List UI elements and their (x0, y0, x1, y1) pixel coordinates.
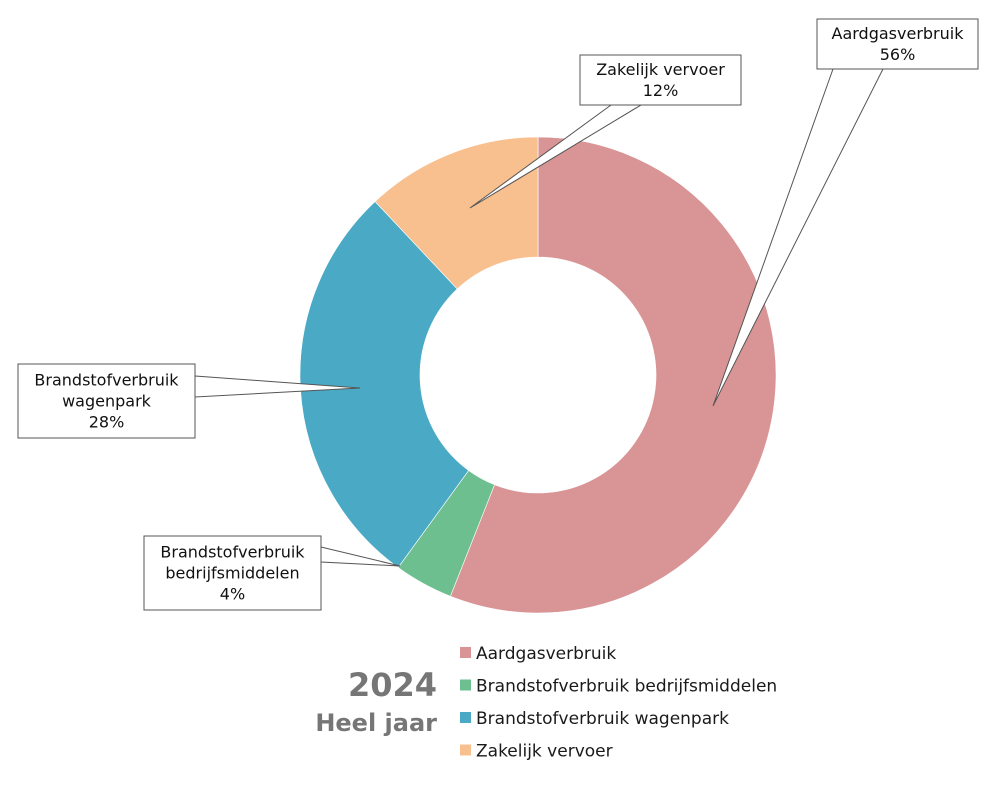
callout-label: 4% (220, 585, 245, 604)
legend-swatch (460, 744, 471, 756)
slice-brandstofverbruik-wagenpark (299, 201, 470, 568)
legend-item-brandstofverbruik-bedrijfsmiddelen: Brandstofverbruik bedrijfsmiddelen (460, 677, 777, 697)
legend-item-zakelijk-vervoer: Zakelijk vervoer (460, 742, 613, 762)
callout-label: Aardgasverbruik (832, 24, 965, 43)
chart-titles: 2024 Heel jaar (315, 666, 437, 737)
legend-label: Zakelijk vervoer (476, 742, 613, 762)
callout-label: bedrijfsmiddelen (165, 564, 299, 583)
legend-label: Aardgasverbruik (476, 644, 616, 664)
callout-aardgasverbruik: Aardgasverbruik 56% (712, 18, 979, 407)
legend-item-brandstofverbruik-wagenpark: Brandstofverbruik wagenpark (460, 709, 729, 729)
callout-label: Brandstofverbruik (160, 543, 305, 562)
callout-box (579, 54, 742, 106)
callouts: Aardgasverbruik 56% Brandstofverbruik bedri… (17, 18, 979, 611)
callout-box (816, 18, 979, 70)
callout-label: Zakelijk vervoer (596, 60, 725, 79)
callout-box (143, 535, 322, 611)
callout-label: 56% (880, 45, 916, 64)
callout-box (17, 363, 196, 439)
callout-label: 28% (89, 413, 125, 432)
chart-subtitle: Heel jaar (315, 709, 437, 737)
callout-zakelijk-vervoer: Zakelijk vervoer 12% (469, 54, 742, 209)
callout-label: 12% (643, 81, 679, 100)
callout-label: wagenpark (62, 392, 152, 411)
donut-slices (299, 136, 777, 614)
slice-zakelijk-vervoer (374, 136, 539, 290)
legend-label: Brandstofverbruik bedrijfsmiddelen (476, 677, 777, 697)
callout-pointer (712, 68, 884, 407)
legend-swatch (460, 647, 471, 658)
slice-aardgasverbruik (449, 136, 777, 614)
legend: Aardgasverbruik Brandstofverbruik bedrijf… (460, 644, 777, 762)
legend-item-aardgasverbruik: Aardgasverbruik (460, 644, 616, 664)
legend-swatch (460, 679, 471, 691)
callout-label: Brandstofverbruik (34, 371, 179, 390)
legend-swatch (460, 712, 471, 723)
callout-brandstofverbruik-wagenpark: Brandstofverbruik wagenpark 28% (17, 363, 361, 439)
callout-brandstofverbruik-bedrijfsmiddelen: Brandstofverbruik bedrijfsmiddelen 4% (143, 535, 401, 611)
legend-label: Brandstofverbruik wagenpark (476, 709, 729, 729)
chart-title: 2024 (348, 666, 437, 704)
